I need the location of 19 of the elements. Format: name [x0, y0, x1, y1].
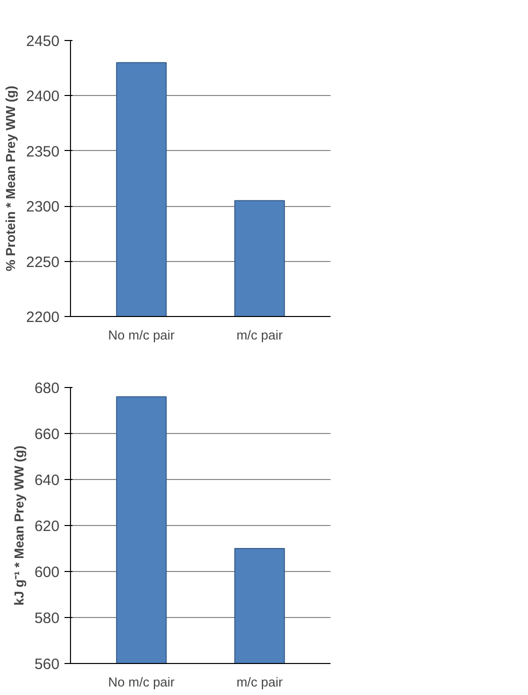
y-tick-label: 600 — [34, 564, 60, 581]
y-tick-label: 640 — [34, 472, 60, 489]
y-tick-label: 2450 — [26, 33, 60, 50]
y-axis-title: % Protein * Mean Prey WW (g) — [3, 86, 18, 272]
y-tick-label: 2200 — [26, 309, 60, 326]
y-tick-label: 580 — [34, 610, 60, 627]
y-tick-label: 2400 — [26, 88, 60, 106]
y-axis-title: kJ g⁻¹ * Mean Prey WW (g) — [11, 445, 26, 606]
y-tick-label: 660 — [34, 426, 60, 443]
x-tick-label: m/c pair — [236, 674, 284, 690]
x-tick-label: No m/c pair — [108, 674, 176, 690]
y-tick-label: 560 — [34, 656, 60, 673]
y-tick-label: 680 — [34, 380, 60, 397]
y-tick-label: 2250 — [26, 254, 60, 271]
y-tick-label: 620 — [34, 518, 60, 535]
y-tick-label: 2350 — [26, 143, 60, 160]
x-tick-label: No m/c pair — [108, 328, 176, 342]
x-tick-label: m/c pair — [236, 328, 284, 342]
y-tick-label: 2300 — [26, 198, 60, 216]
